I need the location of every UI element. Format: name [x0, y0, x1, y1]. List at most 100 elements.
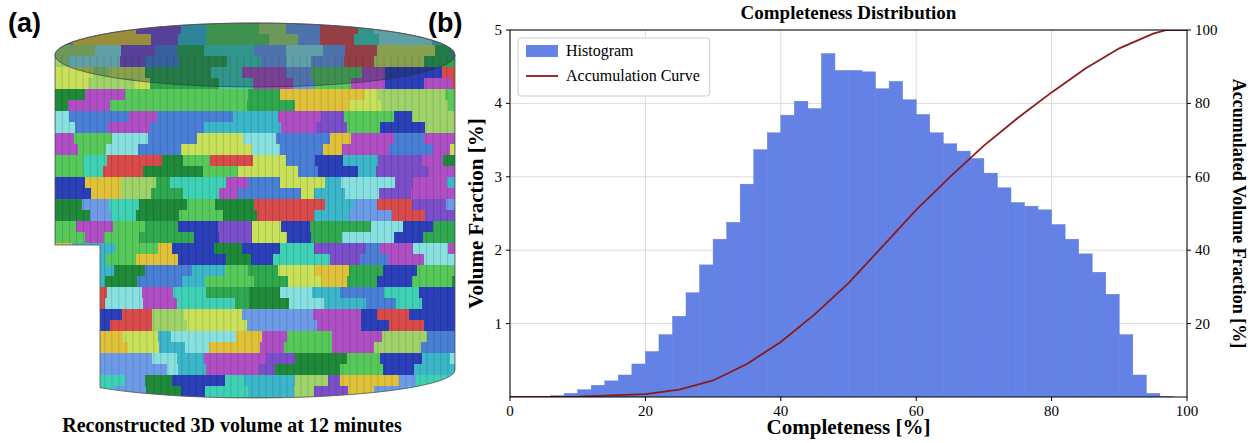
grain-cell — [268, 243, 281, 255]
texture-line — [321, 55, 322, 398]
grain-cell — [198, 221, 219, 233]
grain-cell — [50, 353, 83, 365]
x-tick-label: 100 — [1176, 403, 1199, 419]
grain-cell — [323, 144, 343, 156]
grain-cell — [90, 210, 112, 222]
grain-cell — [283, 397, 294, 409]
grain-cell — [143, 166, 170, 178]
grain-cell — [424, 320, 459, 332]
grain-cell — [85, 177, 98, 189]
histogram-bar — [632, 364, 646, 397]
grain-cell — [280, 287, 301, 299]
y2-tick — [1187, 176, 1191, 177]
histogram-bar — [916, 114, 930, 397]
grain-cell — [166, 133, 198, 145]
grain-cell — [365, 122, 381, 134]
grain-cell — [339, 221, 372, 233]
y2-tick-label: 20 — [1195, 316, 1210, 332]
grain-cell — [342, 144, 364, 156]
grain-cell — [227, 144, 253, 156]
grain-cell — [167, 364, 179, 376]
grain-cell — [83, 155, 108, 167]
grain-cell — [76, 364, 104, 376]
texture-line — [293, 55, 294, 398]
grain-cell — [50, 144, 79, 156]
grain-cell — [192, 144, 228, 156]
grain-cell — [297, 265, 315, 277]
histogram-bar — [781, 115, 795, 397]
grain-cell — [459, 386, 472, 398]
grain-cell — [427, 331, 442, 343]
grain-cell — [270, 188, 302, 200]
grain-cell — [348, 386, 375, 398]
grain-cell — [312, 89, 334, 101]
grain-cell — [389, 320, 425, 332]
grain-cell — [422, 111, 438, 123]
grain-cell — [214, 243, 243, 255]
grain-cell — [198, 320, 214, 332]
grain-cell — [298, 309, 314, 321]
grain-cell — [341, 177, 374, 189]
y2-tick-label: 40 — [1195, 242, 1210, 258]
grain-cell — [98, 133, 113, 145]
texture-line — [209, 55, 210, 398]
grain-cell — [50, 111, 70, 123]
grain-cell — [50, 254, 84, 266]
texture-line — [391, 55, 392, 398]
grain-cell — [254, 199, 273, 211]
grain-cell — [400, 243, 414, 255]
grain-cell — [50, 309, 83, 321]
texture-line — [349, 55, 350, 398]
grain-cell — [129, 298, 144, 310]
grain-cell — [397, 331, 428, 343]
grain-cell — [170, 177, 203, 189]
grain-cell — [382, 331, 398, 343]
grain-cell — [84, 298, 106, 310]
grain-cell — [194, 397, 213, 409]
grain-cell — [85, 89, 98, 101]
grain-cell — [419, 287, 440, 299]
grain-cell — [315, 155, 344, 167]
grain-cell — [177, 353, 205, 365]
histogram-bar — [645, 351, 659, 397]
texture-line — [300, 55, 301, 398]
y2-axis-title: Accumulated Volume Fraction [%] — [1229, 79, 1249, 348]
legend-line — [526, 75, 558, 77]
grain-cell — [75, 320, 91, 332]
grain-cell — [171, 331, 202, 343]
grain-cell — [422, 89, 446, 101]
grain-cell — [340, 287, 354, 299]
grain-cell — [120, 166, 144, 178]
grain-volume — [50, 23, 494, 409]
grain-cell — [297, 133, 331, 145]
grain-cell — [174, 397, 195, 409]
grain-cell — [183, 155, 211, 167]
histogram-bar — [1065, 239, 1079, 397]
grain-cell — [137, 276, 148, 288]
grain-cell — [454, 232, 465, 244]
x-tick-label: 80 — [1044, 403, 1059, 419]
grain-cell — [450, 353, 467, 365]
grain-cell — [196, 100, 213, 112]
grain-cell — [93, 309, 123, 321]
grain-cell — [204, 122, 222, 134]
figure: (a)Reconstructed 3D volume at 12 minutes… — [0, 0, 1253, 443]
grain-cell — [438, 375, 463, 387]
grain-cell — [201, 111, 234, 123]
grain-cell — [242, 309, 267, 321]
grain-cell — [162, 155, 184, 167]
texture-line — [83, 55, 84, 398]
grain-cell — [218, 309, 229, 321]
grain-cell — [280, 89, 295, 101]
grain-cell — [412, 276, 426, 288]
panel-b: (b)Completeness Distribution020406080100… — [428, 2, 1249, 439]
grain-cell — [280, 243, 315, 255]
y2-tick — [1187, 103, 1191, 104]
legend-label: Histogram — [566, 42, 634, 60]
grain-cell — [412, 100, 425, 112]
grain-cell — [340, 375, 370, 387]
y-axis-title: Volume Fraction [%] — [464, 118, 488, 309]
histogram-bar — [713, 239, 727, 397]
grain-cell — [261, 100, 296, 112]
histogram-bar — [700, 265, 714, 397]
